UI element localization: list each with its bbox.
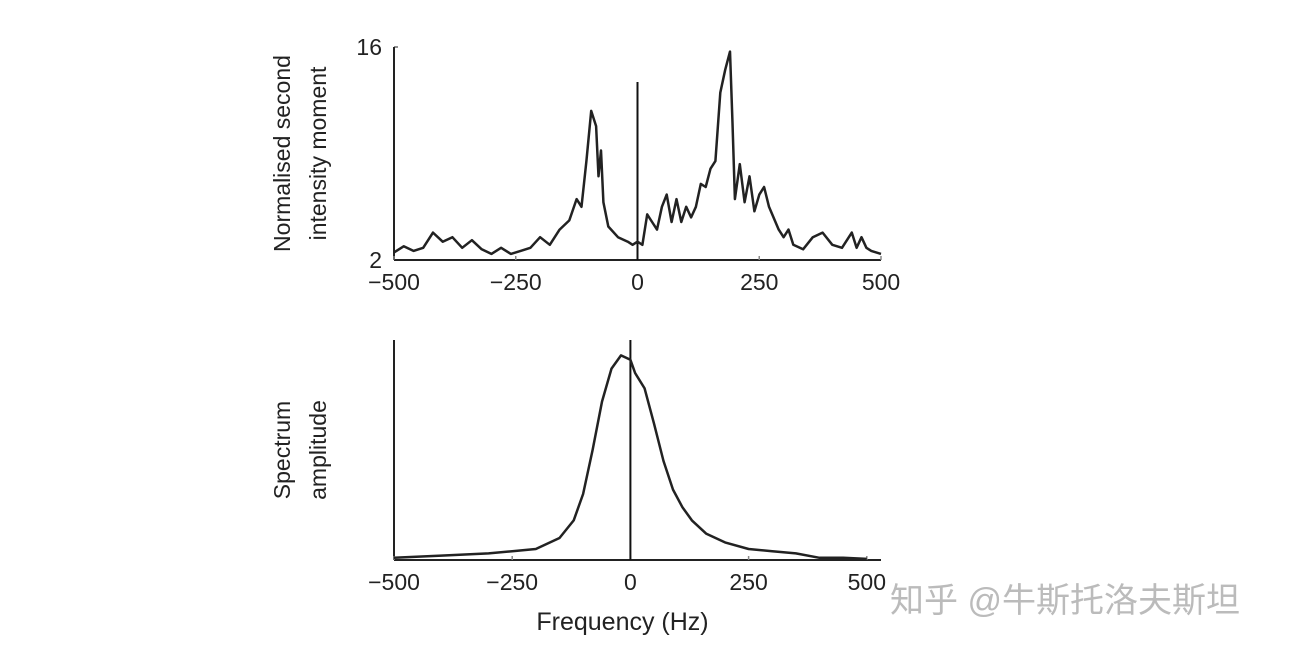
y-axis-label: amplitude [305, 400, 331, 500]
y-axis-label: intensity moment [305, 66, 331, 240]
x-tick-label: 250 [729, 569, 767, 595]
x-tick-label: −250 [490, 269, 542, 295]
y-axis-label: Normalised second [269, 55, 295, 252]
x-axis-label: Frequency (Hz) [536, 608, 708, 636]
x-tick-label: 250 [740, 269, 778, 295]
x-tick-label: 500 [862, 269, 900, 295]
x-tick-label: 0 [631, 269, 644, 295]
x-tick-label: 500 [848, 569, 886, 595]
x-tick-label: 0 [624, 569, 637, 595]
y-tick-label: 16 [356, 34, 382, 60]
x-tick-label: −250 [486, 569, 538, 595]
watermark: 知乎 @牛斯托洛夫斯坦 [890, 582, 1240, 620]
data-line [393, 354, 867, 561]
data-line [393, 50, 882, 256]
x-tick-label: −500 [368, 569, 420, 595]
y-axis-label: Spectrum [269, 401, 295, 499]
y-tick-label: 2 [369, 247, 382, 273]
x-tick-label: −500 [368, 269, 420, 295]
